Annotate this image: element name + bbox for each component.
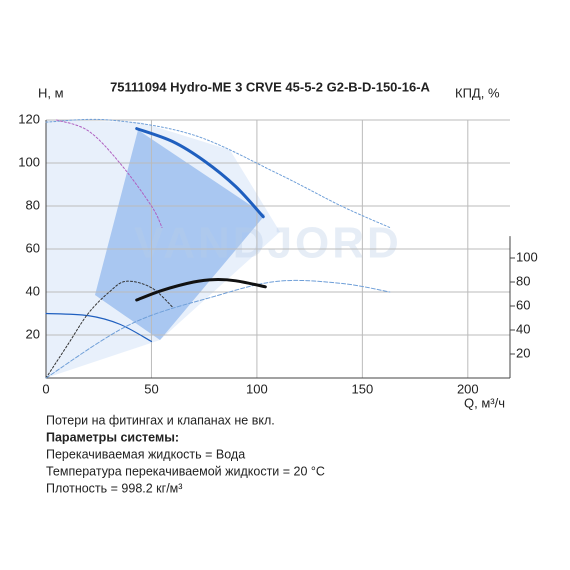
note: Температура перекачиваемой жидкости = 20… (46, 464, 325, 478)
curve (56, 119, 163, 228)
note: Потери на фитингах и клапанах не вкл. (46, 413, 275, 427)
curve (45, 279, 391, 379)
curve (45, 280, 174, 379)
x-tick-label: 200 (457, 381, 479, 396)
y2-tick-label: 100 (516, 249, 538, 264)
y-axis-label: H, м (38, 85, 64, 100)
watermark: VANDJORD (134, 219, 402, 268)
y-tick-label: 40 (26, 283, 40, 298)
operating-area (95, 130, 265, 340)
curve (45, 312, 153, 343)
y2-tick-label: 40 (516, 321, 530, 336)
y2-tick-label: 80 (516, 273, 530, 288)
x-tick-label: 100 (246, 381, 268, 396)
note: Плотность = 998.2 кг/м³ (46, 481, 182, 495)
chart-title: 75111094 Hydro-ME 3 CRVE 45-5-2 G2-B-D-1… (110, 79, 430, 94)
y-tick-label: 120 (18, 111, 40, 126)
x-tick-label: 0 (42, 381, 49, 396)
y2-tick-label: 20 (516, 345, 530, 360)
y2-tick-label: 60 (516, 297, 530, 312)
curve (135, 127, 265, 219)
y2-axis-label: КПД, % (455, 85, 500, 100)
y-tick-label: 20 (26, 326, 40, 341)
curve (135, 278, 267, 302)
x-axis-label: Q, м³/ч (464, 395, 505, 410)
y-tick-label: 100 (18, 154, 40, 169)
y-tick-label: 60 (26, 240, 40, 255)
x-tick-label: 150 (352, 381, 374, 396)
note: Перекачиваемая жидкость = Вода (46, 447, 245, 461)
x-tick-label: 50 (144, 381, 158, 396)
note-heading: Параметры системы: (46, 430, 179, 444)
y-tick-label: 80 (26, 197, 40, 212)
curve (45, 118, 391, 228)
